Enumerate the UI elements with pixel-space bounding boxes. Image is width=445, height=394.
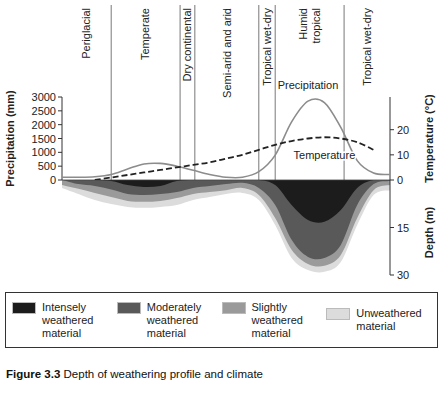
weathering-layer xyxy=(62,180,390,259)
zone-label-line: Temperate xyxy=(139,8,151,60)
figure-label: Figure 3.3 xyxy=(6,368,60,380)
y-tick xyxy=(58,152,62,153)
depth-axis-title: Depth (m) xyxy=(423,207,435,259)
legend-text: Intensely weathered material xyxy=(42,301,112,340)
y-tick xyxy=(58,180,62,181)
zone-label: Temperate xyxy=(139,8,151,60)
depth-tick-label: 15 xyxy=(397,222,409,234)
y-tick-label: 1000 xyxy=(32,146,56,158)
y2-tick xyxy=(390,129,394,130)
zone-label-line: Humid xyxy=(297,8,309,40)
legend-swatch xyxy=(12,302,36,314)
legend-item: Slightly weathered material xyxy=(222,301,327,340)
zone-label: Tropical wet-dry xyxy=(261,8,273,86)
legend-text: Slightly weathered material xyxy=(252,301,322,340)
y-tick-label: 500 xyxy=(38,160,56,172)
zone-label-line: tropical xyxy=(310,8,322,43)
weathering-layer xyxy=(62,180,390,272)
page: {"chart_data": [ {"type": "line", "figur… xyxy=(0,0,445,394)
zone-boundary xyxy=(258,5,259,180)
y-axis-title: Precipitation (mm) xyxy=(4,90,16,187)
zone-boundary xyxy=(194,5,195,180)
zone-label: Humidtropical xyxy=(297,8,321,43)
zone-label: Semi-arid and arid xyxy=(221,8,233,98)
climate-lines xyxy=(62,99,390,180)
legend-text: Unweathered material xyxy=(356,307,426,333)
legend-swatch xyxy=(117,302,141,314)
y2-tick-label: 10 xyxy=(397,149,409,161)
series-label: Precipitation xyxy=(278,79,339,91)
zone-boundary xyxy=(111,5,112,180)
zone-label-line: Tropical wet-dry xyxy=(261,8,273,86)
baseline xyxy=(62,180,390,181)
legend-swatch xyxy=(222,302,246,314)
y-tick-label: 0 xyxy=(50,174,56,186)
zone-label-line: Semi-arid and arid xyxy=(221,8,233,98)
weathering-layer xyxy=(62,180,390,267)
zone-label-line: Dry continental xyxy=(181,8,193,81)
y-tick xyxy=(58,166,62,167)
caption: Figure 3.3 Depth of weathering profile a… xyxy=(6,368,263,380)
legend-item: Intensely weathered material xyxy=(12,301,117,340)
zone-label: Periglacial xyxy=(80,8,92,59)
y-tick-label: 2500 xyxy=(32,105,56,117)
depth-tick-label: 30 xyxy=(397,269,409,281)
depth-tick xyxy=(390,227,394,228)
weathering-layer xyxy=(62,180,390,223)
y-tick xyxy=(58,124,62,125)
legend-item: Unweathered material xyxy=(326,307,431,333)
zone-label-line: Tropical wet-dry xyxy=(361,8,373,86)
y2-axis-line xyxy=(390,97,391,180)
series-line xyxy=(62,99,390,178)
y2-axis-title: Temperature (°C) xyxy=(423,94,435,183)
y-tick xyxy=(58,138,62,139)
series-line xyxy=(95,137,374,180)
y2-tick xyxy=(390,154,394,155)
zone-label: Dry continental xyxy=(181,8,193,81)
y2-tick-label: 20 xyxy=(397,124,409,136)
y-tick xyxy=(58,97,62,98)
y2-tick-label: 0 xyxy=(397,174,403,186)
y-tick-label: 1500 xyxy=(32,133,56,145)
series-label: Temperature xyxy=(294,149,356,161)
depth-areas xyxy=(62,180,390,272)
zone-label-line: Periglacial xyxy=(80,8,92,59)
legend-swatch xyxy=(326,308,350,320)
figure-title: Depth of weathering profile and climate xyxy=(64,368,263,380)
depth-tick xyxy=(390,275,394,276)
y-tick-label: 3000 xyxy=(32,91,56,103)
legend-item: Moderately weathered material xyxy=(117,301,222,340)
y-tick-label: 2000 xyxy=(32,119,56,131)
y-tick xyxy=(58,110,62,111)
legend: Intensely weathered material Moderately w… xyxy=(5,292,438,348)
legend-text: Moderately weathered material xyxy=(147,301,217,340)
zone-label: Tropical wet-dry xyxy=(361,8,373,86)
y2-tick xyxy=(390,180,394,181)
